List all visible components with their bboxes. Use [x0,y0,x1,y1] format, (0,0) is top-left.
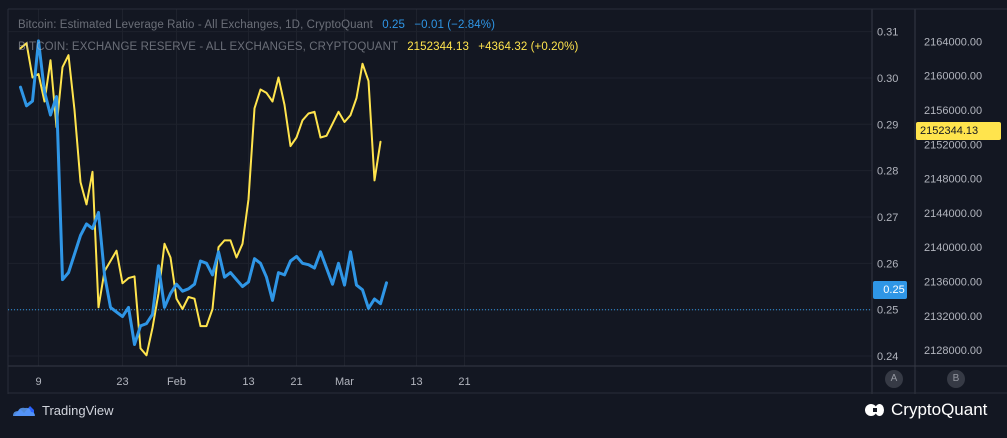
time-axis-tick-label: 21 [290,376,302,388]
legend-reserve-value: 2152344.13 [407,41,469,53]
right-axis-tick-label: 2148000.00 [924,174,982,186]
time-axis-tick-label: 13 [242,376,254,388]
reserve-price-badge-bg [916,122,1001,140]
tradingview-logo[interactable]: TradingView [12,403,114,418]
time-axis-tick-label: Mar [335,376,354,388]
series-group [19,39,388,357]
left-axis-tick-label: 0.26 [877,258,898,270]
right-axis-tick-label: 2152000.00 [924,139,982,151]
legend-reserve[interactable]: BITCOIN: EXCHANGE RESERVE - ALL EXCHANGE… [18,41,578,53]
right-axis-ticks: 2164000.00 2160000.00 2156000.00 2152000.00… [924,36,982,357]
leverage-price-badge: 0.25 [883,284,905,296]
right-axis-tick-label: 2136000.00 [924,277,982,289]
left-axis-tick-label: 0.29 [877,119,898,131]
time-axis-ticks: 9 23 Feb 13 21 Mar 13 21 [35,376,470,388]
legend-leverage[interactable]: Bitcoin: Estimated Leverage Ratio - All … [18,19,495,31]
left-axis-ticks: 0.31 0.30 0.29 0.28 0.27 0.26 0.25 0.24 [877,27,898,363]
legend-reserve-name: BITCOIN: EXCHANGE RESERVE - ALL EXCHANGE… [18,41,398,53]
legend-leverage-value: 0.25 [382,19,406,31]
leverage-price-badge-bg [873,281,907,299]
right-axis-tick-label: 2164000.00 [924,36,982,48]
legend-reserve-change: +4364.32 (+0.20%) [478,41,579,53]
vertical-gridlines [38,9,465,366]
time-axis-tick-label: Feb [167,376,186,388]
tradingview-label: TradingView [42,403,114,418]
left-axis-tick-label: 0.31 [877,27,898,39]
left-axis-tick-label: 0.24 [877,351,898,363]
reserve-price-badge: 2152344.13 [920,125,979,137]
cryptoquant-label: CryptoQuant [891,400,988,419]
cryptoquant-logo[interactable]: CryptoQuant [864,400,987,420]
auto-scale-button[interactable]: A [885,370,903,388]
left-axis-tick-label: 0.28 [877,166,898,178]
left-axis-tick-label: 0.27 [877,212,898,224]
right-axis-tick-label: 2160000.00 [924,71,982,83]
time-axis-tick-label: 9 [35,376,41,388]
leverage-ratio-line [19,39,388,346]
right-axis-tick-label: 2156000.00 [924,105,982,117]
scale-b-button[interactable]: B [947,370,965,388]
tradingview-cloud-icon [13,405,35,416]
legend-leverage-change: −0.01 (−2.84%) [414,19,496,31]
right-axis-tick-label: 2140000.00 [924,242,982,254]
time-axis-tick-label: 13 [410,376,422,388]
time-axis-tick-label: 21 [458,376,470,388]
cryptoquant-mark-icon [865,404,884,416]
time-axis-tick-label: 23 [116,376,128,388]
right-axis-tick-label: 2132000.00 [924,311,982,323]
right-axis-tick-label: 2144000.00 [924,208,982,220]
right-axis-tick-label: 2128000.00 [924,345,982,357]
legend-leverage-name: Bitcoin: Estimated Leverage Ratio - All … [18,19,373,31]
left-axis-tick-label: 0.30 [877,73,898,85]
exchange-reserve-line [19,42,382,357]
left-axis-tick-label: 0.25 [877,305,898,317]
